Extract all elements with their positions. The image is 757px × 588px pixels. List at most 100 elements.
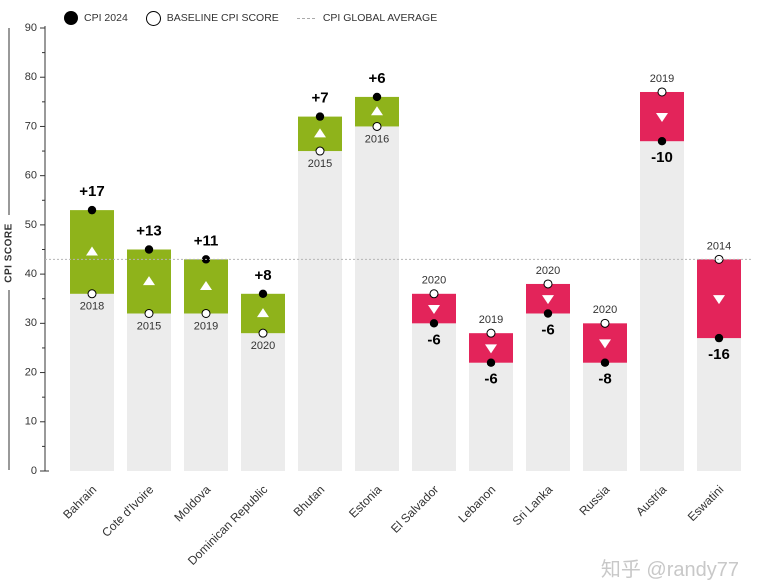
baseline-year-label: 2015 — [308, 158, 332, 170]
baseline-point — [87, 289, 97, 299]
change-label: -10 — [651, 149, 673, 166]
change-label: +7 — [311, 90, 328, 107]
change-label: +8 — [254, 267, 271, 284]
baseline-year-label: 2018 — [80, 301, 104, 313]
baseline-year-label: 2020 — [422, 275, 446, 287]
hollow-dot-icon — [145, 10, 161, 26]
legend-label-global-average: CPI GLOBAL AVERAGE — [322, 12, 438, 24]
base-bar — [184, 313, 228, 471]
baseline-point — [543, 279, 553, 289]
base-bar — [241, 333, 285, 471]
x-tick-label: Sri Lanka — [510, 482, 556, 528]
base-bar — [70, 293, 114, 471]
x-tick-label: Russia — [577, 482, 613, 518]
base-bar — [526, 313, 570, 471]
change-label: +6 — [368, 70, 385, 87]
change-label: +17 — [79, 183, 104, 200]
base-bar — [697, 338, 741, 471]
cpi2024-point — [315, 112, 325, 121]
y-tick-label: 10 — [25, 416, 37, 428]
legend-item-cpi2024: CPI 2024 — [64, 11, 128, 25]
base-bar — [583, 362, 627, 471]
cpi2024-point — [87, 205, 97, 215]
change-label: -6 — [484, 371, 497, 388]
base-bar — [640, 141, 684, 471]
x-tick-label: Bahrain — [60, 482, 99, 521]
baseline-year-label: 2014 — [707, 240, 731, 252]
legend-item-global-average: CPI GLOBAL AVERAGE — [296, 12, 438, 24]
down-triangle-icon — [542, 295, 554, 305]
baseline-year-label: 2020 — [536, 265, 560, 277]
cpi2024-point — [600, 358, 610, 367]
x-tick-label: Cote d'Ivoire — [99, 482, 156, 539]
y-axis-label: CPI SCORE — [4, 223, 15, 283]
legend-label-cpi2024: CPI 2024 — [84, 12, 128, 24]
up-triangle-icon — [371, 106, 383, 116]
y-tick-label: 80 — [25, 71, 37, 83]
base-bar — [355, 126, 399, 471]
down-triangle-icon — [656, 113, 668, 122]
y-tick-label: 40 — [25, 268, 37, 280]
change-label: -6 — [427, 331, 440, 348]
base-bar — [298, 151, 342, 472]
up-triangle-icon — [143, 276, 155, 286]
down-triangle-icon — [713, 295, 725, 305]
x-tick-label: El Salvador — [388, 482, 441, 535]
change-label: -8 — [598, 371, 611, 388]
cpi2024-point — [429, 319, 439, 328]
baseline-year-label: 2015 — [137, 320, 161, 332]
x-tick-label: Austria — [633, 482, 670, 519]
base-bar — [412, 323, 456, 471]
change-label: +13 — [136, 222, 161, 239]
y-tick-label: 30 — [25, 317, 37, 329]
baseline-point — [600, 318, 610, 328]
base-bar — [469, 362, 513, 471]
baseline-year-label: 2019 — [479, 314, 503, 326]
baseline-year-label: 2020 — [593, 304, 617, 316]
cpi2024-point — [714, 333, 724, 343]
down-triangle-icon — [428, 304, 440, 314]
up-triangle-icon — [86, 246, 98, 256]
change-label: -16 — [708, 346, 730, 363]
baseline-point — [315, 146, 325, 156]
cpi2024-point — [144, 245, 154, 254]
x-tick-label: Eswatini — [685, 482, 726, 523]
cpi2024-point — [543, 309, 553, 318]
y-tick-label: 50 — [25, 219, 37, 231]
baseline-year-label: 2019 — [650, 73, 674, 85]
baseline-year-label: 2020 — [251, 340, 275, 352]
filled-dot-icon — [64, 11, 78, 25]
x-tick-label: Lebanon — [455, 482, 498, 525]
y-tick-label: 90 — [25, 22, 37, 34]
baseline-point — [144, 308, 154, 318]
y-tick-label: 0 — [31, 465, 37, 477]
cpi2024-point — [486, 358, 496, 367]
base-bar — [127, 313, 171, 471]
up-triangle-icon — [257, 308, 269, 318]
watermark: 知乎 @randy77 — [600, 559, 739, 581]
baseline-point — [372, 121, 382, 131]
baseline-point — [429, 289, 439, 299]
y-tick-label: 20 — [25, 366, 37, 378]
dashed-line-icon — [296, 17, 315, 19]
baseline-point — [657, 87, 667, 97]
up-triangle-icon — [200, 281, 212, 291]
x-tick-label: Bhutan — [291, 482, 328, 519]
cpi2024-point — [258, 289, 268, 298]
change-label: -6 — [541, 321, 554, 338]
legend: CPI 2024 BASELINE CPI SCORE CPI GLOBAL A… — [64, 8, 455, 28]
x-tick-label: Moldova — [171, 482, 213, 524]
cpi2024-point — [372, 92, 382, 102]
down-triangle-icon — [599, 339, 611, 349]
baseline-year-label: 2016 — [365, 133, 389, 145]
up-triangle-icon — [314, 128, 326, 138]
baseline-point — [486, 328, 496, 338]
y-tick-label: 70 — [25, 120, 37, 132]
baseline-point — [258, 328, 268, 338]
baseline-year-label: 2019 — [194, 320, 218, 332]
change-label: +11 — [194, 232, 219, 249]
legend-label-baseline: BASELINE CPI SCORE — [166, 12, 279, 24]
y-tick-label: 60 — [25, 170, 37, 182]
legend-item-baseline: BASELINE CPI SCORE — [145, 10, 279, 26]
